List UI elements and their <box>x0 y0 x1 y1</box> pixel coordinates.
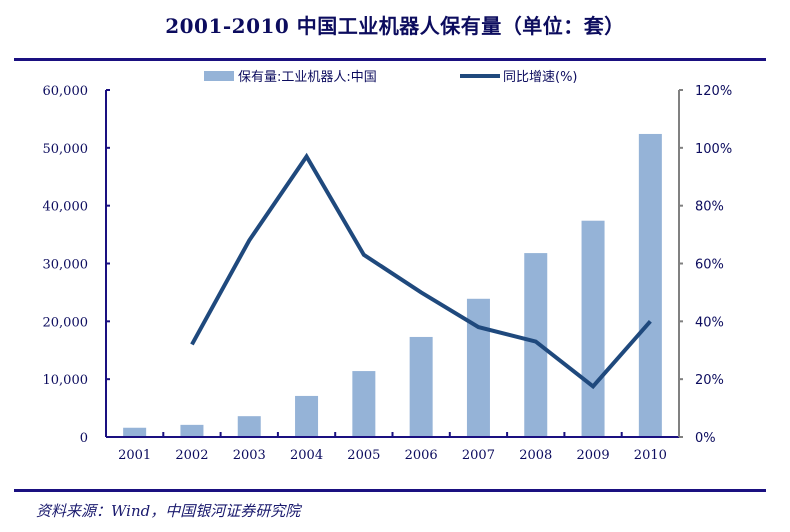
bar-2007 <box>466 298 490 437</box>
x-tick-label: 2006 <box>405 448 438 463</box>
right-tick-label: 80% <box>695 200 724 215</box>
left-tick-label: 40,000 <box>43 200 89 215</box>
legend-line-label: 同比增速(%) <box>503 70 578 85</box>
left-tick-label: 60,000 <box>43 84 89 99</box>
bottom-rule <box>14 489 766 492</box>
x-tick-label: 2004 <box>290 448 323 463</box>
source-note: 资料来源：Wind，中国银河证券研究院 <box>36 502 301 520</box>
legend-bar-label: 保有量:工业机器人:中国 <box>238 70 377 85</box>
right-tick-label: 40% <box>695 315 724 330</box>
bar-2003 <box>237 416 261 437</box>
legend: 保有量:工业机器人:中国 同比增速(%) <box>204 70 578 85</box>
bar-2009 <box>581 220 605 437</box>
right-tick-label: 0% <box>695 431 716 446</box>
x-tick-label: 2009 <box>577 448 610 463</box>
chart: 保有量:工业机器人:中国 同比增速(%) 0 10,000 20,000 30,000… <box>43 70 733 463</box>
left-tick-label: 30,000 <box>43 258 89 273</box>
left-tick-label: 0 <box>80 431 88 446</box>
right-tick-label: 120% <box>695 84 732 99</box>
x-tick-label: 2007 <box>462 448 495 463</box>
left-tick-label: 20,000 <box>43 315 89 330</box>
chart-title: 2001-2010 中国工业机器人保有量（单位：套） <box>165 14 625 38</box>
right-tick-label: 100% <box>695 142 732 157</box>
bar-2004 <box>295 395 319 437</box>
bar-2006 <box>409 336 433 437</box>
x-tick-label: 2008 <box>519 448 552 463</box>
bar-2008 <box>524 253 548 437</box>
bar-2002 <box>180 424 204 437</box>
x-tick-label: 2002 <box>175 448 208 463</box>
right-tick-label: 20% <box>695 373 724 388</box>
legend-bar-swatch <box>204 71 234 81</box>
left-tick-label: 10,000 <box>43 373 89 388</box>
bar-2005 <box>352 371 376 437</box>
top-rule <box>14 58 766 61</box>
x-tick-label: 2001 <box>118 448 151 463</box>
x-tick-label: 2003 <box>233 448 266 463</box>
bar-2010 <box>638 133 662 437</box>
growth-line <box>190 152 652 390</box>
x-tick-label: 2010 <box>634 448 667 463</box>
left-tick-label: 50,000 <box>43 142 89 157</box>
bar-2001 <box>123 427 147 437</box>
right-tick-label: 60% <box>695 258 724 273</box>
x-tick-label: 2005 <box>347 448 380 463</box>
